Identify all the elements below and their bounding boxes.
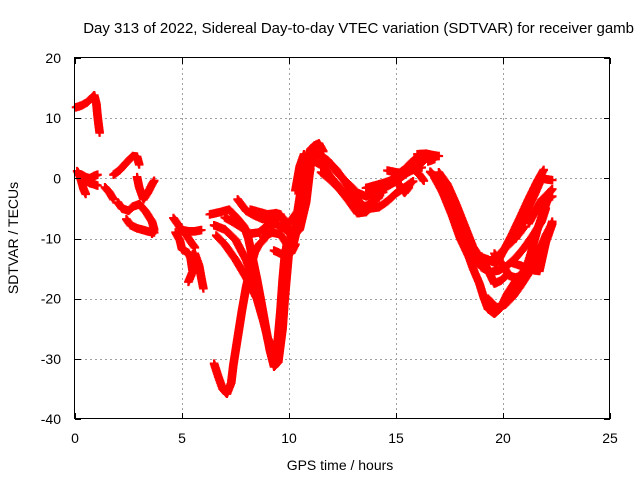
series-track xyxy=(81,175,102,190)
series-track xyxy=(100,183,118,204)
y-tick-label: 20 xyxy=(45,50,61,66)
series-track xyxy=(524,184,557,228)
series-track xyxy=(209,228,272,399)
x-axis-label: GPS time / hours xyxy=(287,457,394,473)
axes xyxy=(74,57,611,420)
series-track xyxy=(132,172,159,204)
series-track xyxy=(269,246,296,261)
y-tick-label: -10 xyxy=(41,231,61,247)
data-point xyxy=(547,184,557,194)
data-point xyxy=(134,160,144,169)
data-point xyxy=(199,284,208,293)
series-track xyxy=(259,228,300,258)
chart-title: Day 313 of 2022, Sidereal Day-to-day VTE… xyxy=(83,20,634,37)
x-tick-label: 15 xyxy=(388,430,404,446)
series-track xyxy=(188,249,202,266)
y-tick-label: -30 xyxy=(41,351,61,367)
data-points xyxy=(71,91,557,399)
data-point xyxy=(93,181,102,190)
series-track xyxy=(71,91,104,137)
series-track xyxy=(72,166,90,199)
data-point xyxy=(93,170,102,180)
data-point xyxy=(370,199,379,208)
data-point xyxy=(310,140,319,150)
x-tick-label: 25 xyxy=(602,430,618,446)
series-track xyxy=(113,198,159,238)
series-track xyxy=(507,219,557,276)
series-track xyxy=(177,225,206,236)
data-point xyxy=(196,225,206,235)
y-axis-label: SDTVAR / TECUs xyxy=(5,182,21,294)
data-point xyxy=(149,176,159,186)
data-point xyxy=(547,219,557,229)
series-track xyxy=(246,165,315,249)
tick-labels: 0 5 10 15 20 25 20 10 0 -10 -20 -30 -40 xyxy=(41,50,618,446)
y-tick-label: 0 xyxy=(53,170,61,186)
series-track xyxy=(490,192,557,282)
data-point xyxy=(184,277,193,287)
series-track xyxy=(477,252,512,288)
x-tick-label: 10 xyxy=(281,430,297,446)
series-track xyxy=(413,149,444,161)
data-point xyxy=(149,228,159,237)
data-point xyxy=(299,149,309,159)
data-point xyxy=(95,128,104,137)
x-tick-label: 20 xyxy=(495,430,511,446)
data-point xyxy=(539,165,548,175)
data-point xyxy=(404,183,414,192)
series-track xyxy=(316,152,388,201)
data-point xyxy=(192,257,202,266)
data-point xyxy=(267,342,277,352)
data-point xyxy=(291,240,300,249)
y-tick-label: -20 xyxy=(41,291,61,307)
series-track xyxy=(122,214,159,237)
y-tick-label: -40 xyxy=(41,411,61,427)
data-point xyxy=(81,189,90,199)
series-track xyxy=(511,174,557,243)
series-track xyxy=(291,149,309,195)
grid xyxy=(75,58,610,419)
data-point xyxy=(286,248,296,257)
data-point xyxy=(547,175,557,185)
series-track xyxy=(109,151,144,180)
data-point xyxy=(419,176,429,186)
plot-frame xyxy=(74,57,610,419)
x-tick-label: 0 xyxy=(71,430,79,446)
y-tick-label: 10 xyxy=(45,110,61,126)
data-point xyxy=(434,151,444,161)
x-tick-label: 5 xyxy=(178,430,186,446)
series-track xyxy=(391,175,414,198)
data-point xyxy=(408,177,418,186)
series-track xyxy=(408,164,429,186)
series-track xyxy=(316,168,379,218)
data-point xyxy=(306,165,315,174)
